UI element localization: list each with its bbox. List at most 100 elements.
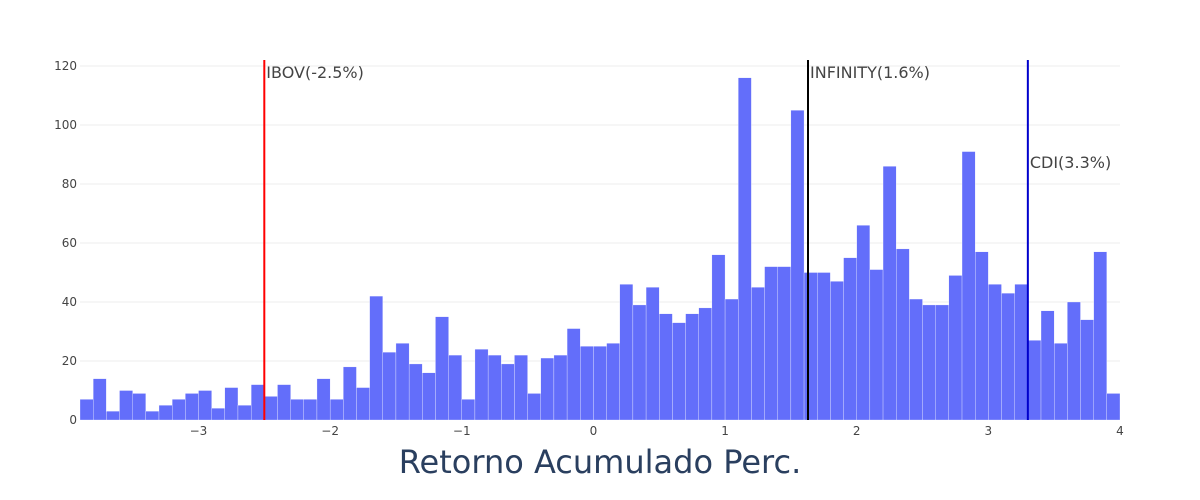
histogram-bar xyxy=(303,399,318,421)
histogram-bar xyxy=(369,295,383,421)
histogram-bar xyxy=(395,343,410,421)
histogram-bar xyxy=(1014,284,1028,421)
histogram-bar xyxy=(501,363,515,421)
histogram-bar xyxy=(790,110,805,421)
histogram-bar xyxy=(408,363,423,421)
histogram-bar xyxy=(672,322,686,421)
histogram-bar xyxy=(685,313,699,421)
histogram-bar xyxy=(356,387,370,421)
histogram-bar xyxy=(145,410,160,421)
histogram-bar xyxy=(803,272,818,421)
histogram-bar xyxy=(198,390,212,421)
histogram-bar xyxy=(961,151,976,421)
histogram-bar xyxy=(843,257,857,421)
x-tick-label: 0 xyxy=(590,424,598,438)
histogram-bar xyxy=(935,304,950,421)
histogram-bar xyxy=(830,281,844,421)
histogram-bar xyxy=(777,266,792,421)
reference-line-label: CDI(3.3%) xyxy=(1030,153,1111,172)
histogram-bar xyxy=(185,393,199,421)
histogram-bar xyxy=(751,287,765,421)
histogram-bar xyxy=(1067,301,1081,421)
histogram-bar xyxy=(645,287,660,421)
y-tick-label: 60 xyxy=(62,236,77,250)
histogram-bar xyxy=(422,372,436,421)
histogram-bar xyxy=(329,399,344,421)
x-tick-label: 1 xyxy=(721,424,729,438)
histogram-bar xyxy=(1001,292,1015,421)
histogram-bar xyxy=(224,387,239,421)
histogram-bar xyxy=(290,399,304,421)
histogram-bar xyxy=(172,399,186,421)
histogram-bar xyxy=(606,343,620,421)
histogram-bar xyxy=(922,304,936,421)
histogram-bar xyxy=(1093,251,1107,421)
histogram-bar xyxy=(988,284,1002,421)
histogram-bar xyxy=(514,354,528,421)
histogram-bar xyxy=(580,346,594,421)
histogram-bar xyxy=(250,384,265,421)
x-tick-label: 2 xyxy=(853,424,861,438)
histogram-bar xyxy=(461,399,476,421)
histogram-bar xyxy=(948,275,963,421)
histogram-bar xyxy=(382,351,397,421)
histogram-bar xyxy=(1054,343,1068,421)
histogram-bar xyxy=(474,349,489,421)
histogram-bar xyxy=(817,272,831,421)
reference-lines: IBOV(-2.5%) INFINITY(1.6%) CDI(3.3%) xyxy=(263,60,1111,420)
histogram-bar xyxy=(856,225,871,421)
histogram-bar xyxy=(316,378,331,421)
histogram-bar xyxy=(909,298,923,421)
y-tick-label: 40 xyxy=(62,295,77,309)
histogram-bar xyxy=(540,357,555,421)
histogram-bar xyxy=(487,354,502,421)
histogram-bar xyxy=(553,354,568,421)
histogram-bars xyxy=(79,77,1121,421)
histogram-bar xyxy=(264,396,278,421)
x-tick-label: −1 xyxy=(453,424,471,438)
histogram-bar xyxy=(711,254,726,421)
histogram-bar xyxy=(1040,310,1055,421)
histogram-bar xyxy=(659,313,673,421)
y-axis-ticks: 0 20 40 60 80 100 120 xyxy=(54,59,77,427)
y-tick-label: 120 xyxy=(54,59,77,73)
histogram-bar xyxy=(1106,393,1121,421)
histogram-bar xyxy=(106,410,120,421)
histogram-bar xyxy=(1080,319,1094,421)
histogram-bar xyxy=(566,328,581,421)
histogram-bar xyxy=(698,307,713,421)
histogram-bar xyxy=(277,384,291,421)
histogram-bar xyxy=(343,366,357,421)
histogram-bar xyxy=(896,248,910,421)
x-axis-ticks: −3 −2 −1 0 1 2 3 4 xyxy=(190,424,1124,438)
x-tick-label: 3 xyxy=(985,424,993,438)
y-tick-label: 100 xyxy=(54,118,77,132)
histogram-bar xyxy=(119,390,133,421)
histogram-bar xyxy=(975,251,989,421)
histogram-bar xyxy=(132,393,146,421)
x-axis-title: Retorno Acumulado Perc. xyxy=(399,443,802,481)
histogram-bar xyxy=(632,304,647,421)
histogram-bar xyxy=(448,354,462,421)
histogram-bar xyxy=(93,378,107,421)
histogram-bar xyxy=(869,269,884,421)
histogram-bar xyxy=(527,393,541,421)
x-tick-label: −3 xyxy=(190,424,208,438)
histogram-bar xyxy=(882,166,897,421)
histogram-bar xyxy=(724,298,739,421)
histogram-bar xyxy=(593,346,607,421)
x-tick-label: −2 xyxy=(321,424,339,438)
histogram-bar xyxy=(738,77,752,421)
histogram-bar xyxy=(211,408,225,421)
histogram-bar xyxy=(435,316,449,421)
y-tick-label: 0 xyxy=(69,413,77,427)
histogram-bar xyxy=(158,405,173,421)
histogram-bar xyxy=(619,284,634,421)
y-tick-label: 20 xyxy=(62,354,77,368)
reference-line-label: IBOV(-2.5%) xyxy=(266,63,364,82)
histogram-bar xyxy=(1027,340,1042,421)
histogram-bar xyxy=(237,405,252,421)
histogram-bar xyxy=(764,266,778,421)
histogram-bar xyxy=(79,399,94,421)
